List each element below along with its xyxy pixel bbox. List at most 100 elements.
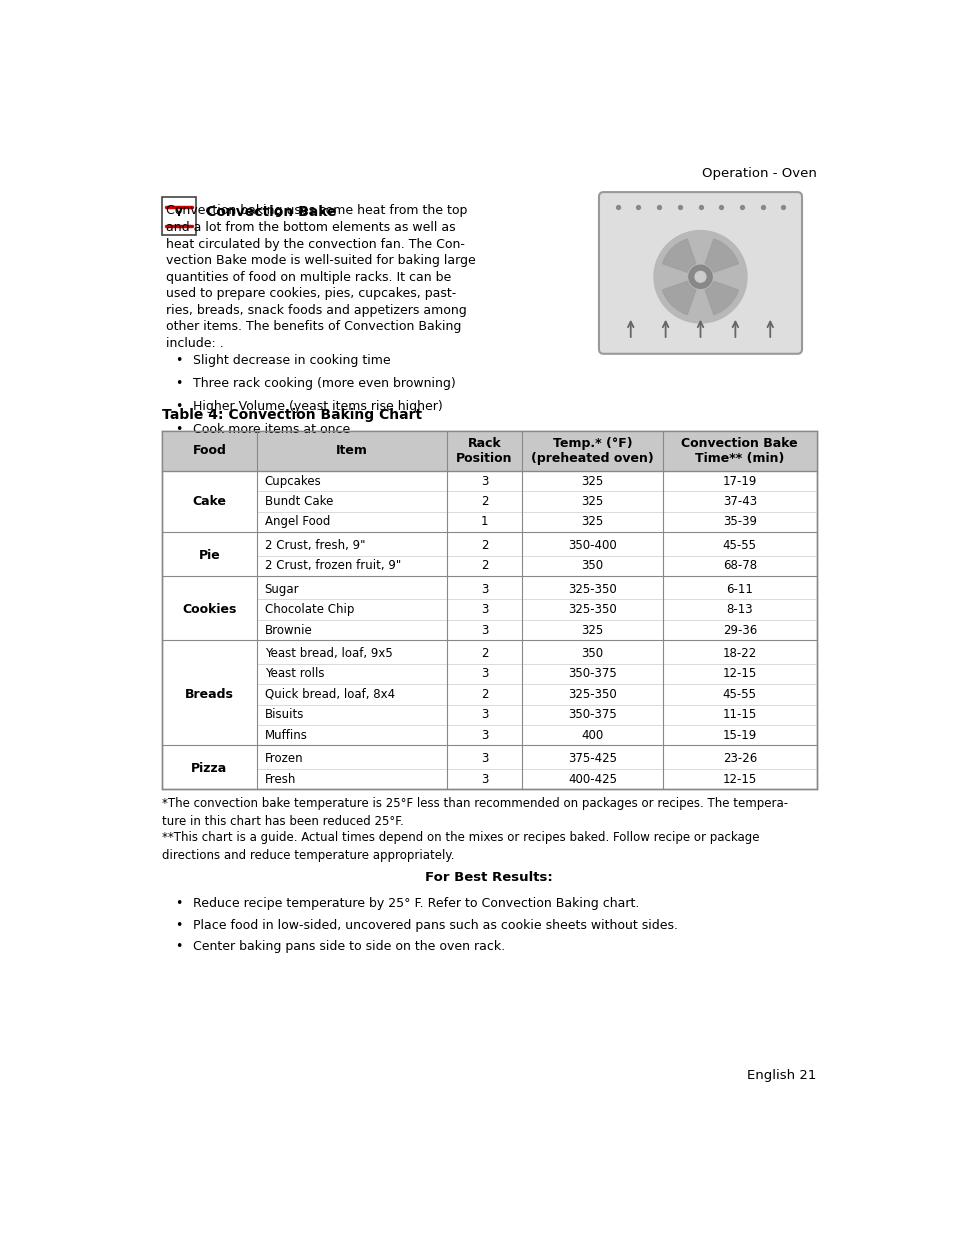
- Polygon shape: [704, 282, 738, 315]
- Text: quantities of food on multiple racks. It can be: quantities of food on multiple racks. It…: [166, 270, 451, 284]
- Text: 3: 3: [480, 583, 488, 595]
- Text: Slight decrease in cooking time: Slight decrease in cooking time: [193, 353, 390, 367]
- Text: 3: 3: [480, 729, 488, 742]
- Text: Bundt Cake: Bundt Cake: [264, 495, 333, 508]
- Text: 2: 2: [480, 559, 488, 572]
- Text: Cookies: Cookies: [182, 603, 236, 616]
- Text: 1: 1: [480, 515, 488, 529]
- Text: 15-19: 15-19: [722, 729, 756, 742]
- Text: 3: 3: [480, 603, 488, 616]
- Text: •: •: [175, 377, 182, 390]
- Text: Brownie: Brownie: [264, 624, 312, 636]
- Text: 3: 3: [480, 708, 488, 721]
- Circle shape: [695, 272, 705, 282]
- Bar: [162, 431, 816, 471]
- Text: 3: 3: [480, 624, 488, 636]
- Text: Sugar: Sugar: [264, 583, 299, 595]
- Text: other items. The benefits of Convection Baking: other items. The benefits of Convection …: [166, 320, 460, 333]
- Bar: [162, 431, 816, 789]
- Text: 350-375: 350-375: [567, 708, 617, 721]
- Text: 2: 2: [480, 647, 488, 659]
- Text: 35-39: 35-39: [722, 515, 756, 529]
- Text: English 21: English 21: [746, 1070, 816, 1082]
- Text: •: •: [175, 400, 182, 412]
- Text: Three rack cooking (more even browning): Three rack cooking (more even browning): [193, 377, 456, 390]
- Text: Cake: Cake: [193, 495, 226, 508]
- Text: Angel Food: Angel Food: [264, 515, 330, 529]
- Text: Table 4: Convection Baking Chart: Table 4: Convection Baking Chart: [162, 408, 421, 421]
- Text: Yeast rolls: Yeast rolls: [264, 667, 324, 680]
- Circle shape: [654, 231, 746, 324]
- Text: 350: 350: [580, 647, 603, 659]
- Text: Pizza: Pizza: [191, 762, 227, 776]
- Text: used to prepare cookies, pies, cupcakes, past-: used to prepare cookies, pies, cupcakes,…: [166, 288, 456, 300]
- Text: Pie: Pie: [198, 550, 220, 562]
- Text: ries, breads, snack foods and appetizers among: ries, breads, snack foods and appetizers…: [166, 304, 466, 316]
- Text: Convection Bake
Time** (min): Convection Bake Time** (min): [680, 437, 798, 464]
- Text: 325: 325: [580, 495, 603, 508]
- Text: Center baking pans side to side on the oven rack.: Center baking pans side to side on the o…: [193, 940, 504, 953]
- Text: 68-78: 68-78: [722, 559, 756, 572]
- Text: heat circulated by the convection fan. The Con-: heat circulated by the convection fan. T…: [166, 237, 464, 251]
- Text: 350-375: 350-375: [567, 667, 617, 680]
- Text: Place food in low-sided, uncovered pans such as cookie sheets without sides.: Place food in low-sided, uncovered pans …: [193, 919, 678, 931]
- Text: •: •: [175, 919, 182, 931]
- Text: Convection baking uses some heat from the top: Convection baking uses some heat from th…: [166, 205, 467, 217]
- Text: 400-425: 400-425: [567, 773, 617, 785]
- Circle shape: [688, 266, 711, 288]
- Text: 3: 3: [480, 667, 488, 680]
- Text: 350-400: 350-400: [567, 538, 617, 552]
- Text: 350: 350: [580, 559, 603, 572]
- Text: 325-350: 325-350: [567, 583, 617, 595]
- Text: 3: 3: [480, 773, 488, 785]
- Bar: [162, 196, 195, 235]
- Text: vection Bake mode is well-suited for baking large: vection Bake mode is well-suited for bak…: [166, 254, 475, 267]
- Text: Chocolate Chip: Chocolate Chip: [264, 603, 354, 616]
- Text: 8-13: 8-13: [726, 603, 752, 616]
- Text: Muffins: Muffins: [264, 729, 307, 742]
- Text: **This chart is a guide. Actual times depend on the mixes or recipes baked. Foll: **This chart is a guide. Actual times de…: [162, 831, 759, 862]
- Text: 325-350: 325-350: [567, 688, 617, 700]
- Text: •: •: [175, 940, 182, 953]
- Text: 3: 3: [480, 474, 488, 488]
- Text: 12-15: 12-15: [722, 667, 756, 680]
- Text: 2: 2: [480, 495, 488, 508]
- Text: For Best Results:: For Best Results:: [425, 871, 553, 884]
- Text: 2 Crust, fresh, 9": 2 Crust, fresh, 9": [264, 538, 365, 552]
- Text: 2: 2: [480, 688, 488, 700]
- Text: 325-350: 325-350: [567, 603, 617, 616]
- FancyBboxPatch shape: [598, 193, 801, 353]
- Text: 23-26: 23-26: [722, 752, 756, 766]
- Text: Item: Item: [335, 445, 367, 457]
- Text: Fresh: Fresh: [264, 773, 295, 785]
- Text: •: •: [175, 424, 182, 436]
- Text: 18-22: 18-22: [722, 647, 756, 659]
- Text: Cook more items at once: Cook more items at once: [193, 424, 350, 436]
- Text: Yeast bread, loaf, 9x5: Yeast bread, loaf, 9x5: [264, 647, 392, 659]
- Polygon shape: [704, 240, 738, 272]
- Text: include: .: include: .: [166, 337, 223, 350]
- Text: Convection Bake: Convection Bake: [206, 205, 336, 219]
- Text: Frozen: Frozen: [264, 752, 303, 766]
- Text: 375-425: 375-425: [567, 752, 617, 766]
- Text: 3: 3: [480, 752, 488, 766]
- Text: 45-55: 45-55: [722, 688, 756, 700]
- Text: 2 Crust, frozen fruit, 9": 2 Crust, frozen fruit, 9": [264, 559, 400, 572]
- Text: 37-43: 37-43: [722, 495, 756, 508]
- Text: Higher Volume (yeast items rise higher): Higher Volume (yeast items rise higher): [193, 400, 442, 412]
- Text: Reduce recipe temperature by 25° F. Refer to Convection Baking chart.: Reduce recipe temperature by 25° F. Refe…: [193, 897, 639, 910]
- Text: 400: 400: [580, 729, 603, 742]
- Text: Quick bread, loaf, 8x4: Quick bread, loaf, 8x4: [264, 688, 395, 700]
- Text: Rack
Position: Rack Position: [456, 437, 512, 464]
- Text: Breads: Breads: [185, 688, 233, 700]
- Text: 45-55: 45-55: [722, 538, 756, 552]
- Text: Cupcakes: Cupcakes: [264, 474, 321, 488]
- Text: and a lot from the bottom elements as well as: and a lot from the bottom elements as we…: [166, 221, 455, 233]
- Text: •: •: [175, 353, 182, 367]
- Text: 12-15: 12-15: [722, 773, 756, 785]
- Text: 11-15: 11-15: [722, 708, 756, 721]
- Text: 325: 325: [580, 624, 603, 636]
- Text: 2: 2: [480, 538, 488, 552]
- Polygon shape: [661, 282, 695, 315]
- Text: *The convection bake temperature is 25°F less than recommended on packages or re: *The convection bake temperature is 25°F…: [162, 797, 787, 827]
